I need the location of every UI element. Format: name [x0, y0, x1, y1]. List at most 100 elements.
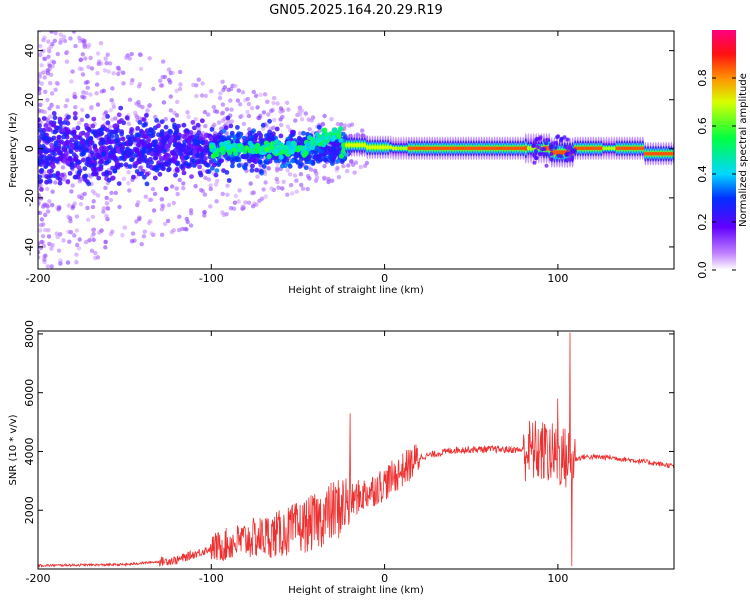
colorbar-tick-label: 0.4 [696, 165, 709, 183]
spectrogram-cell [332, 142, 338, 148]
spectrogram-cell [41, 37, 46, 43]
spectrogram-cell [229, 119, 235, 124]
spectrogram-cell [562, 135, 567, 140]
spectrogram-cell [312, 154, 318, 160]
spectrogram-cell [159, 129, 165, 134]
spectrogram-cell [101, 116, 106, 121]
snr-y-label: SNR (10 * v/v) [8, 414, 19, 485]
spectrogram-cell [109, 190, 114, 196]
spectrogram-cell [90, 214, 96, 219]
spectrogram-cell [148, 197, 154, 202]
spectrogram-cell [475, 146, 478, 151]
spectrogram-cell [191, 158, 197, 164]
spectrogram-cell [269, 108, 274, 114]
spectrogram-cell [646, 151, 650, 156]
spectrogram-cell [188, 208, 194, 213]
spectrogram-cell [220, 146, 226, 152]
colorbar-tick-label: 0.6 [696, 117, 709, 135]
spectrogram-cell [42, 202, 47, 207]
spectrogram-cell [152, 175, 158, 181]
spectrogram-cell [169, 150, 175, 156]
spectrogram-cell [76, 246, 82, 251]
spectrogram-cell [303, 165, 309, 171]
spectrogram-cell [113, 190, 119, 196]
spectrogram-cell [171, 200, 176, 206]
spectrogram-cell [185, 219, 190, 225]
spectrogram-cell [211, 104, 217, 110]
spectrogram-cell [211, 157, 217, 163]
spectrogram-cell [74, 252, 79, 257]
spectrogram-cell [149, 128, 155, 134]
spectrogram-cell [314, 175, 320, 180]
spectrogram-cell [185, 110, 190, 115]
spectrogram-cell [44, 174, 49, 179]
spectrogram-cell [295, 147, 301, 153]
spectrogram-cell [105, 114, 110, 119]
spectrogram-cell [79, 195, 84, 201]
spectrogram-cell [88, 92, 93, 97]
spectrogram-cell [255, 105, 260, 110]
spectrogram-cell [549, 157, 554, 162]
spectrogram-cell [53, 147, 59, 153]
spectrogram-cell [272, 117, 277, 123]
spectrogram-cell [294, 189, 299, 194]
spectrogram-cell [203, 156, 208, 161]
spectrogram-cell [532, 153, 537, 158]
snr-panel: -200 -100 0 100 2000 4000 6000 8000 Height of … [8, 320, 675, 596]
spectrogram-cell [342, 123, 348, 128]
spectrogram-cell [631, 146, 634, 151]
spectrogram-y-tick-label: 40 [23, 44, 36, 58]
spectrogram-cell [189, 174, 194, 180]
spectrogram-cell [245, 109, 250, 115]
spectrogram-cell [95, 51, 101, 56]
spectrogram-cell [266, 112, 271, 117]
spectrogram-cell [38, 255, 41, 260]
spectrogram-cell [151, 208, 157, 213]
spectrogram-cell [89, 106, 94, 111]
spectrogram-cell [139, 128, 144, 134]
spectrogram-cell [570, 148, 575, 153]
spectrogram-cell [391, 146, 395, 151]
spectrogram-cell [64, 134, 70, 140]
spectrogram-cell [315, 138, 321, 144]
spectrogram-cell [72, 201, 77, 206]
spectrogram-cell [38, 43, 43, 49]
spectrogram-cell [306, 156, 312, 161]
spectrogram-cell [244, 154, 249, 159]
spectrogram-cell [256, 130, 262, 136]
spectrogram-cell [336, 133, 342, 139]
spectrogram-cell [352, 143, 356, 148]
spectrogram-cell [38, 78, 41, 84]
spectrogram-cell [355, 143, 359, 148]
spectrogram-cell [49, 137, 55, 143]
spectrogram-cell [191, 145, 197, 150]
spectrogram-cell [101, 206, 107, 211]
spectrogram-cell [223, 125, 229, 131]
spectrogram-cell [524, 145, 528, 151]
spectrogram-cell [261, 187, 266, 192]
spectrogram-cell [55, 51, 60, 57]
spectrogram-cell [55, 172, 61, 178]
spectrogram-cell [162, 74, 168, 80]
spectrogram-cell [38, 142, 42, 148]
spectrogram-cell [67, 156, 73, 162]
spectrogram-cell [86, 64, 91, 70]
spectrogram-cell [57, 125, 63, 130]
spectrogram-x-label: Height of straight line (km) [288, 285, 424, 296]
spectrogram-cell [146, 131, 152, 136]
spectrogram-x-tick-label: 0 [381, 272, 388, 285]
spectrogram-cell [222, 85, 227, 90]
spectrogram-cell [565, 137, 570, 142]
spectrogram-cell [67, 171, 73, 176]
spectrogram-cell [38, 52, 43, 57]
spectrogram-cell [192, 125, 197, 131]
spectrogram-cell [254, 144, 260, 150]
spectrogram-cell [110, 86, 115, 91]
spectrogram-cell [335, 151, 340, 157]
spectrogram-cell [38, 150, 43, 156]
spectrogram-y-tick-label: 0 [23, 145, 36, 152]
spectrogram-cell [147, 56, 152, 61]
spectrogram-cell [533, 148, 538, 153]
spectrogram-cell [50, 189, 55, 194]
spectrogram-cell [399, 146, 403, 151]
